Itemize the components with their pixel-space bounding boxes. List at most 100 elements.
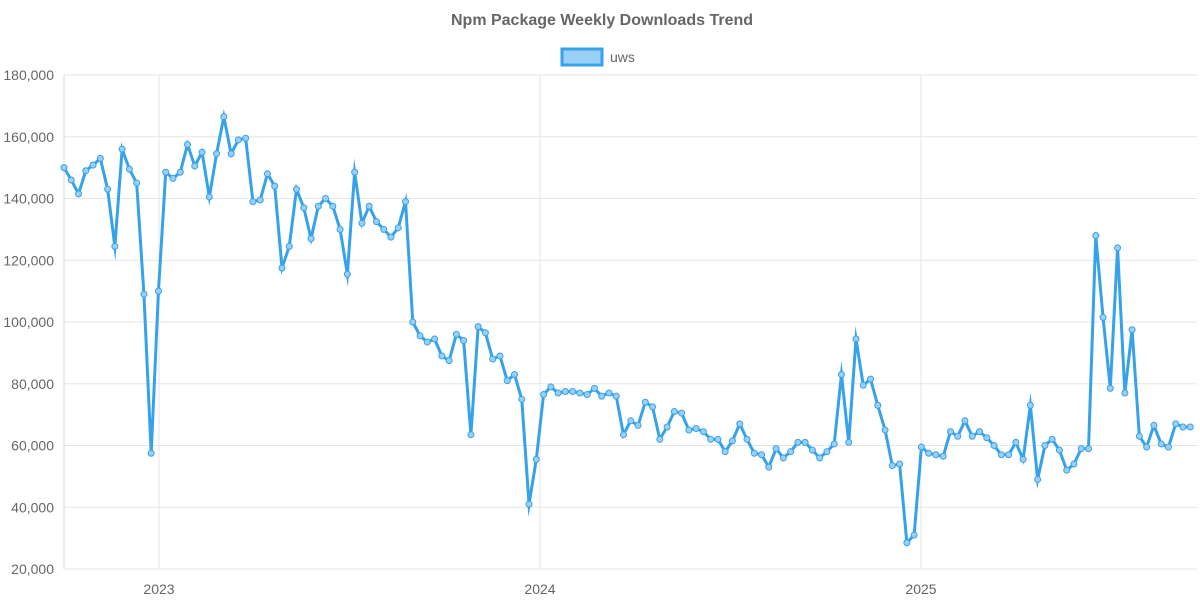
- data-point: [1026, 401, 1034, 409]
- series-line: [62, 108, 1191, 547]
- data-point: [278, 264, 286, 272]
- data-point: [140, 290, 148, 298]
- y-tick-label: 160,000: [3, 129, 54, 145]
- data-point: [554, 389, 562, 397]
- data-point: [903, 539, 911, 547]
- data-point: [598, 392, 606, 400]
- data-point: [336, 225, 344, 233]
- data-point: [794, 438, 802, 446]
- data-point: [518, 395, 526, 403]
- data-point: [147, 449, 155, 457]
- data-point: [1186, 423, 1194, 431]
- data-point: [1179, 423, 1187, 431]
- y-tick-label: 120,000: [3, 252, 54, 268]
- data-point: [569, 387, 577, 395]
- data-point: [365, 202, 373, 210]
- x-tick-label: 2025: [905, 581, 936, 597]
- legend-label[interactable]: uws: [610, 49, 635, 65]
- data-point: [372, 218, 380, 226]
- data-point: [249, 198, 257, 206]
- data-point: [1041, 442, 1049, 449]
- data-point: [1121, 389, 1129, 397]
- data-point: [191, 162, 199, 170]
- data-point: [779, 454, 787, 462]
- data-point: [256, 196, 264, 204]
- data-point: [1070, 460, 1078, 468]
- data-point: [787, 448, 795, 456]
- data-point: [946, 428, 954, 436]
- data-point: [685, 426, 693, 434]
- data-point: [82, 167, 90, 175]
- y-tick-label: 80,000: [11, 376, 54, 392]
- data-point: [707, 435, 715, 443]
- data-point: [750, 449, 758, 457]
- data-point: [678, 409, 686, 417]
- data-point: [89, 161, 97, 169]
- data-point: [612, 392, 620, 400]
- data-point: [1055, 446, 1063, 454]
- data-point: [990, 442, 998, 449]
- data-point: [423, 338, 431, 346]
- data-point: [162, 168, 170, 176]
- data-point: [714, 435, 722, 443]
- data-point: [169, 174, 177, 182]
- chart-title: Npm Package Weekly Downloads Trend: [451, 12, 753, 29]
- data-point: [111, 242, 119, 250]
- data-point: [1077, 445, 1085, 453]
- data-point: [1135, 432, 1143, 440]
- data-point: [823, 448, 831, 456]
- data-point: [845, 438, 853, 446]
- data-point: [852, 335, 860, 343]
- data-point: [663, 423, 671, 431]
- y-tick-label: 180,000: [3, 67, 54, 83]
- data-point: [1164, 443, 1172, 451]
- data-point: [627, 417, 635, 425]
- data-point: [351, 168, 359, 176]
- data-point: [1012, 438, 1020, 446]
- data-point: [808, 446, 816, 454]
- y-tick-label: 140,000: [3, 191, 54, 207]
- data-point: [118, 145, 126, 153]
- legend[interactable]: uws: [560, 47, 635, 67]
- data-point: [1150, 421, 1158, 429]
- data-point: [896, 460, 904, 468]
- data-point: [649, 403, 657, 411]
- data-point: [721, 448, 729, 456]
- data-point: [314, 202, 322, 210]
- data-point: [968, 432, 976, 440]
- y-tick-label: 20,000: [11, 561, 54, 577]
- data-point: [343, 270, 351, 278]
- data-point: [859, 381, 867, 389]
- data-point: [743, 435, 751, 443]
- data-point: [205, 193, 213, 201]
- data-point: [925, 449, 933, 457]
- data-point: [1048, 435, 1056, 443]
- data-point: [227, 150, 235, 158]
- data-point: [154, 287, 162, 295]
- data-point: [503, 377, 511, 385]
- data-point: [234, 136, 242, 144]
- data-point: [220, 113, 228, 121]
- data-point: [1063, 466, 1071, 474]
- x-axis: 2023 2024 2025: [143, 581, 936, 597]
- data-point: [932, 451, 940, 459]
- data-point: [830, 440, 838, 448]
- data-point: [1019, 455, 1027, 463]
- data-point: [409, 318, 417, 326]
- data-point: [1099, 313, 1107, 321]
- data-point: [293, 185, 301, 193]
- data-point: [532, 455, 540, 463]
- data-point: [1085, 445, 1093, 453]
- data-point: [910, 531, 918, 539]
- data-point: [1092, 232, 1100, 240]
- data-point: [329, 202, 337, 210]
- data-point: [263, 170, 271, 178]
- legend-swatch[interactable]: [560, 47, 604, 67]
- data-point: [758, 451, 766, 459]
- data-point: [939, 452, 947, 460]
- data-point: [300, 204, 308, 212]
- data-point: [125, 165, 133, 173]
- data-point: [699, 428, 707, 436]
